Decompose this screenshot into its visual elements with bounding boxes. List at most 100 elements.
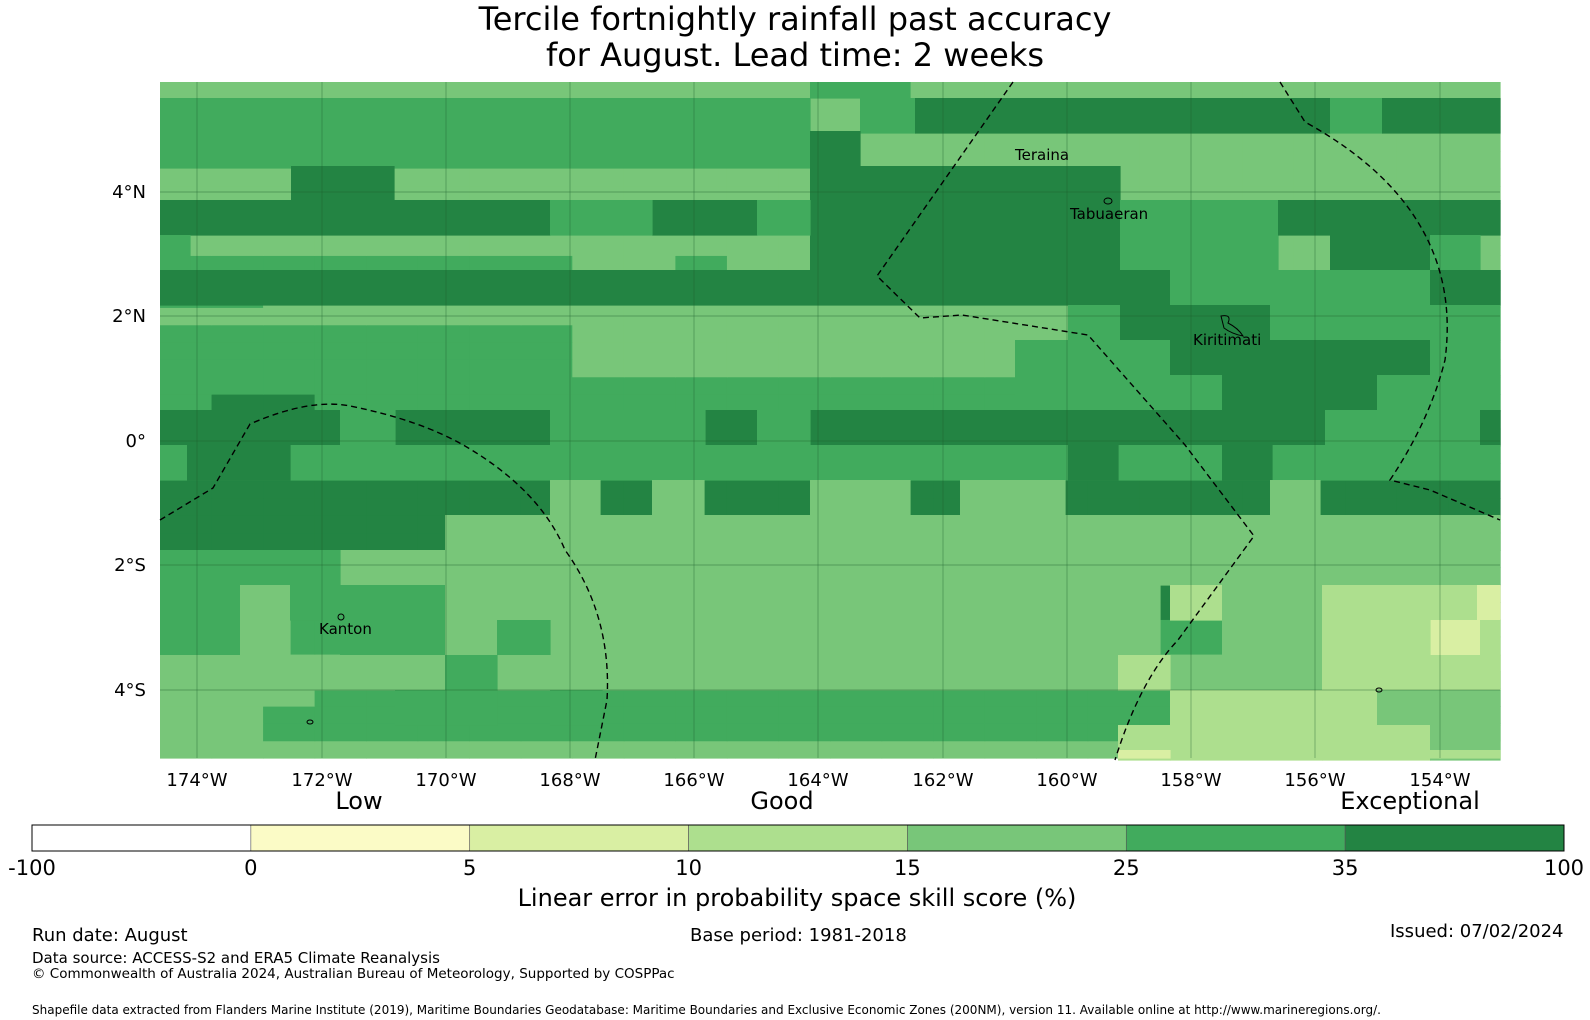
skill-cell bbox=[1036, 740, 1089, 759]
skill-cell bbox=[675, 359, 728, 378]
skill-cell bbox=[810, 82, 911, 99]
skill-cell bbox=[1242, 151, 1295, 170]
skill-cell bbox=[1345, 168, 1398, 187]
skill-cell bbox=[263, 688, 316, 707]
skill-cell bbox=[1448, 134, 1501, 152]
skill-cell bbox=[520, 723, 573, 742]
skill-cell bbox=[933, 706, 986, 724]
skill-cell bbox=[1345, 151, 1398, 170]
skill-cell bbox=[572, 168, 625, 187]
skill-cell bbox=[520, 255, 573, 274]
skill-cell bbox=[881, 740, 934, 759]
skill-cell bbox=[160, 186, 213, 204]
skill-cell bbox=[572, 394, 625, 412]
skill-cell bbox=[263, 324, 316, 343]
skill-cell bbox=[1396, 186, 1450, 204]
skill-cell bbox=[417, 186, 470, 204]
skill-cell bbox=[1139, 151, 1192, 170]
skill-cell bbox=[263, 498, 316, 516]
legend-swatch bbox=[469, 824, 689, 852]
skill-cell bbox=[263, 723, 316, 742]
skill-cell bbox=[572, 186, 625, 204]
skill-cell bbox=[160, 445, 1501, 481]
skill-cell bbox=[623, 723, 676, 742]
skill-cell bbox=[1293, 82, 1346, 100]
skill-cell bbox=[623, 394, 676, 412]
skill-cell bbox=[1036, 688, 1089, 707]
skill-cell bbox=[830, 706, 883, 724]
skill-cell bbox=[263, 515, 316, 534]
skill-cell bbox=[469, 168, 522, 187]
issued-date: Issued: 07/02/2024 bbox=[1390, 921, 1564, 942]
graticule bbox=[160, 82, 1500, 758]
skill-cell bbox=[469, 238, 522, 256]
skill-cell bbox=[366, 255, 419, 274]
skill-cell bbox=[1170, 340, 1223, 376]
skill-cell bbox=[366, 480, 419, 499]
skill-cell bbox=[1087, 134, 1140, 152]
skill-cell bbox=[314, 498, 367, 516]
skill-cell bbox=[1325, 515, 1501, 551]
island-shape-kiritimati bbox=[1220, 315, 1245, 337]
legend-frame bbox=[31, 824, 1565, 852]
eez-boundaries bbox=[159, 81, 1501, 761]
skill-cell bbox=[290, 585, 446, 621]
lon-tick-label: 154°W bbox=[1409, 770, 1470, 791]
skill-cell bbox=[757, 410, 811, 446]
shapefile-credit: Shapefile data extracted from Flanders M… bbox=[32, 1003, 1381, 1017]
place-label-teraina: Teraina bbox=[1014, 146, 1069, 164]
skill-cell bbox=[160, 394, 213, 412]
lat-tick-label: 2°S bbox=[114, 555, 146, 576]
skill-cell bbox=[340, 550, 446, 586]
island-shape-kanton bbox=[337, 613, 345, 621]
skill-cell bbox=[469, 186, 522, 204]
skill-cell bbox=[211, 515, 264, 534]
skill-cell bbox=[160, 480, 213, 499]
legend-swatch bbox=[1344, 824, 1565, 852]
skill-cell bbox=[160, 324, 213, 343]
skill-cell bbox=[881, 394, 934, 412]
skill-cell bbox=[1345, 134, 1398, 152]
skill-cell bbox=[675, 168, 728, 187]
skill-cell bbox=[778, 359, 831, 378]
skill-cell bbox=[1222, 340, 1431, 376]
legend-boundary-label: 35 bbox=[1332, 856, 1359, 880]
skill-cell bbox=[314, 255, 367, 274]
copyright: © Commonwealth of Australia 2024, Austra… bbox=[32, 966, 675, 982]
skill-cell bbox=[1396, 134, 1450, 152]
skill-cell bbox=[1448, 498, 1501, 516]
skill-cell bbox=[881, 376, 934, 395]
skill-cell bbox=[726, 498, 780, 516]
island-shape-small bbox=[306, 719, 314, 725]
skill-cell bbox=[572, 359, 625, 378]
skill-cell bbox=[1430, 270, 1501, 306]
skill-cell bbox=[860, 98, 916, 134]
skill-cell bbox=[211, 688, 264, 707]
skill-cell bbox=[366, 376, 419, 395]
skill-cell bbox=[1190, 82, 1243, 100]
legend-swatch bbox=[907, 824, 1127, 852]
lon-tick-label: 156°W bbox=[1284, 770, 1345, 791]
skill-cell bbox=[1120, 305, 1271, 341]
skill-cell bbox=[984, 134, 1037, 152]
skill-cell bbox=[984, 151, 1037, 170]
skill-cell bbox=[778, 688, 831, 707]
lon-tick-label: 158°W bbox=[1160, 770, 1221, 791]
skill-cell bbox=[211, 255, 264, 274]
skill-cell bbox=[1325, 410, 1481, 446]
skill-cell bbox=[160, 532, 213, 551]
skill-cell bbox=[933, 324, 986, 343]
skill-cell bbox=[314, 706, 367, 724]
skill-cell bbox=[1477, 585, 1501, 621]
skill-cell bbox=[1087, 688, 1140, 707]
legend-boundary-label: 10 bbox=[675, 856, 702, 880]
skill-cell bbox=[417, 394, 470, 412]
skill-cell bbox=[1448, 82, 1501, 100]
legend-swatch bbox=[688, 824, 908, 852]
skill-cell bbox=[933, 723, 986, 742]
skill-cell bbox=[445, 550, 1501, 586]
eez-boundary-east bbox=[1279, 81, 1501, 521]
skill-cell bbox=[314, 532, 367, 551]
skill-cell bbox=[160, 200, 551, 236]
legend-category-low: Low bbox=[335, 787, 382, 815]
